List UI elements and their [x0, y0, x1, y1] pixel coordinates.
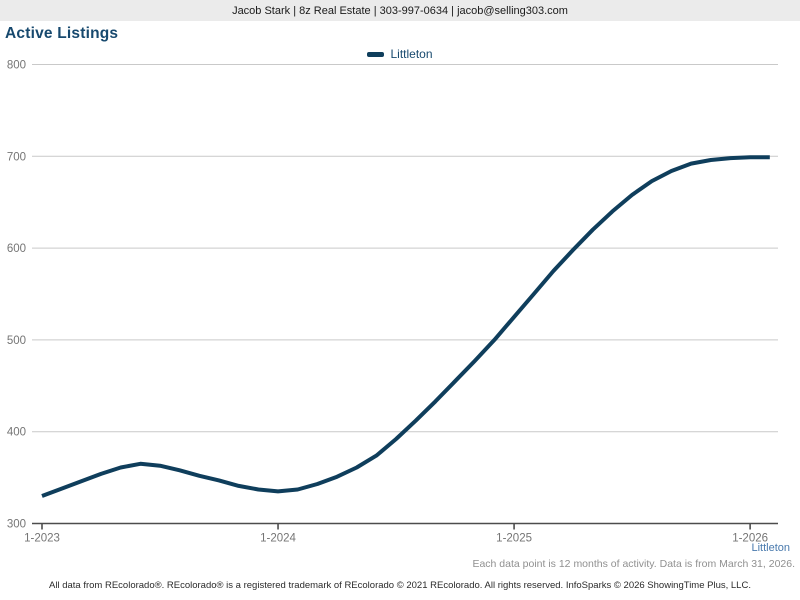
- legend-series-label: Littleton: [390, 47, 433, 61]
- x-tick-label-1-2023: 1-2023: [24, 533, 60, 545]
- y-tick-label-400: 400: [7, 427, 26, 439]
- y-tick-label-600: 600: [7, 243, 26, 255]
- x-tick-label-1-2025: 1-2025: [496, 533, 532, 545]
- series-footnote-label: Littleton: [751, 542, 790, 554]
- gridlines-group: [32, 64, 778, 433]
- chart-title: Active Listings: [5, 25, 119, 42]
- agent-contact-text: Jacob Stark | 8z Real Estate | 303-997-0…: [232, 4, 568, 17]
- y-tick-label-300: 300: [7, 519, 26, 531]
- series-line-littleton: [41, 155, 770, 498]
- y-tick-label-800: 800: [7, 60, 26, 72]
- y-tick-label-700: 700: [7, 151, 26, 163]
- x-tick-label-1-2026: 1-2026: [732, 533, 768, 545]
- data-period-note: Each data point is 12 months of activity…: [472, 558, 795, 570]
- agent-contact-bar: Jacob Stark | 8z Real Estate | 303-997-0…: [0, 0, 800, 21]
- series-line-group: [41, 155, 770, 498]
- x-axis-group: 1-2023 1-2024 1-2025 1-2026: [24, 522, 778, 545]
- y-axis-labels-group: 300 400 500 600 700 800: [7, 60, 26, 531]
- y-tick-label-500: 500: [7, 335, 26, 347]
- legend-line-swatch-icon: [367, 51, 385, 57]
- chart-legend: Littleton: [0, 47, 800, 61]
- x-tick-label-1-2024: 1-2024: [260, 533, 296, 545]
- copyright-disclaimer: All data from REcolorado®. REcolorado® i…: [49, 580, 751, 591]
